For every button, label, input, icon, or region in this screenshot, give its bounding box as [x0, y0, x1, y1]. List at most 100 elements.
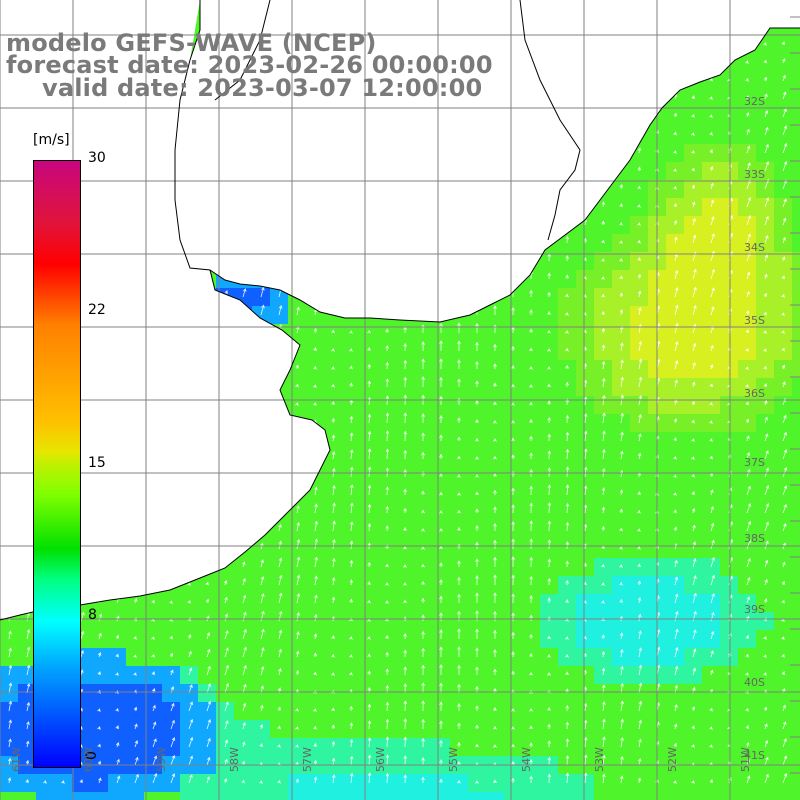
wind-arrow: [763, 672, 767, 676]
wind-arrow: [673, 742, 678, 748]
wind-arrow: [619, 581, 623, 586]
wind-arrow: [619, 292, 623, 298]
wind-arrow: [403, 599, 407, 604]
wind-arrow: [403, 376, 408, 388]
wind-arrow: [673, 418, 678, 424]
wind-arrow: [529, 614, 533, 622]
wind-arrow: [529, 775, 533, 784]
wind-arrow: [565, 671, 569, 676]
wind-arrow: [565, 521, 570, 532]
wind-arrow: [421, 664, 425, 676]
wind-speed-cell: [252, 792, 270, 800]
wind-arrow: [601, 582, 605, 586]
wind-arrow: [439, 612, 443, 622]
wind-arrow: [349, 671, 353, 676]
wind-arrow: [601, 201, 606, 208]
wind-speed-cell: [342, 792, 360, 800]
wind-arrow: [782, 449, 788, 460]
wind-arrow: [457, 722, 461, 730]
wind-arrow: [745, 634, 750, 640]
wind-arrow: [457, 455, 461, 460]
wind-speed-cell: [594, 792, 612, 800]
wind-arrow: [511, 743, 515, 748]
wind-arrow: [115, 707, 119, 712]
wind-arrow: [385, 412, 390, 424]
wind-arrow: [511, 726, 515, 730]
wind-arrow: [547, 400, 551, 406]
wind-arrow: [385, 563, 389, 568]
wind-speed-cell: [792, 216, 800, 234]
wind-arrow: [475, 380, 479, 388]
wind-arrow: [439, 528, 443, 532]
wind-arrow: [583, 485, 588, 496]
wind-arrow: [764, 215, 769, 226]
wind-arrow: [547, 383, 551, 388]
wind-arrow: [188, 774, 193, 784]
wind-arrow: [169, 635, 173, 640]
wind-arrow: [475, 647, 479, 658]
wind-arrow: [133, 654, 137, 659]
wind-arrow: [457, 664, 461, 676]
wind-arrow: [746, 557, 751, 568]
wind-arrow: [242, 702, 247, 712]
wind-arrow: [134, 773, 139, 784]
wind-arrow: [80, 669, 84, 676]
wind-arrow: [638, 306, 642, 316]
wind-arrow: [151, 671, 155, 676]
wind-arrow: [674, 236, 678, 244]
wind-speed-cell: [54, 792, 72, 800]
wind-arrow: [529, 758, 533, 766]
wind-arrow: [619, 183, 624, 190]
wind-arrow: [565, 704, 569, 712]
wind-arrow: [782, 522, 787, 532]
latitude-label: 33S: [744, 168, 765, 181]
wind-arrow: [638, 413, 642, 424]
wind-arrow: [457, 576, 461, 586]
wind-arrow: [313, 725, 317, 730]
wind-arrow: [763, 598, 768, 604]
wind-arrow: [764, 416, 768, 424]
wind-arrow: [710, 306, 715, 316]
wind-speed-cell: [486, 792, 504, 800]
wind-speed-cell: [558, 792, 576, 800]
wind-arrow: [782, 57, 786, 64]
wind-arrow: [601, 327, 606, 334]
wind-speed-cell: [792, 774, 800, 792]
wind-speed-cell: [702, 792, 720, 800]
wind-arrow: [116, 758, 120, 766]
wind-arrow: [260, 575, 265, 586]
wind-speed-cell: [792, 738, 800, 756]
wind-arrow: [278, 629, 283, 640]
wind-arrow: [638, 433, 642, 442]
wind-arrow: [674, 646, 679, 658]
wind-arrow: [349, 540, 354, 550]
longitude-label: 51W: [739, 747, 752, 772]
wind-arrow: [367, 346, 371, 352]
wind-arrow: [782, 704, 786, 712]
wind-arrow: [709, 77, 713, 82]
wind-arrow: [493, 649, 497, 658]
wind-arrow: [692, 234, 697, 244]
wind-arrow: [782, 217, 787, 226]
wind-arrow: [421, 528, 425, 532]
wind-arrow: [601, 487, 606, 496]
wind-arrow: [782, 74, 786, 82]
wind-arrow: [692, 524, 696, 532]
wind-arrow: [8, 700, 13, 712]
wind-arrow: [637, 185, 641, 190]
wind-arrow: [529, 452, 533, 460]
wind-arrow: [475, 558, 479, 568]
wind-arrow: [529, 653, 533, 658]
wind-arrow: [602, 412, 606, 424]
wind-arrow: [349, 636, 353, 640]
wind-arrow: [782, 142, 788, 154]
wind-arrow: [260, 593, 265, 604]
wind-arrow: [367, 636, 371, 640]
wind-arrow: [674, 304, 679, 316]
wind-arrow: [601, 506, 606, 514]
wind-arrow: [61, 780, 65, 784]
wind-arrow: [745, 60, 749, 65]
wind-arrow: [565, 293, 569, 298]
wind-arrow: [547, 520, 552, 532]
wind-arrow: [385, 634, 389, 640]
